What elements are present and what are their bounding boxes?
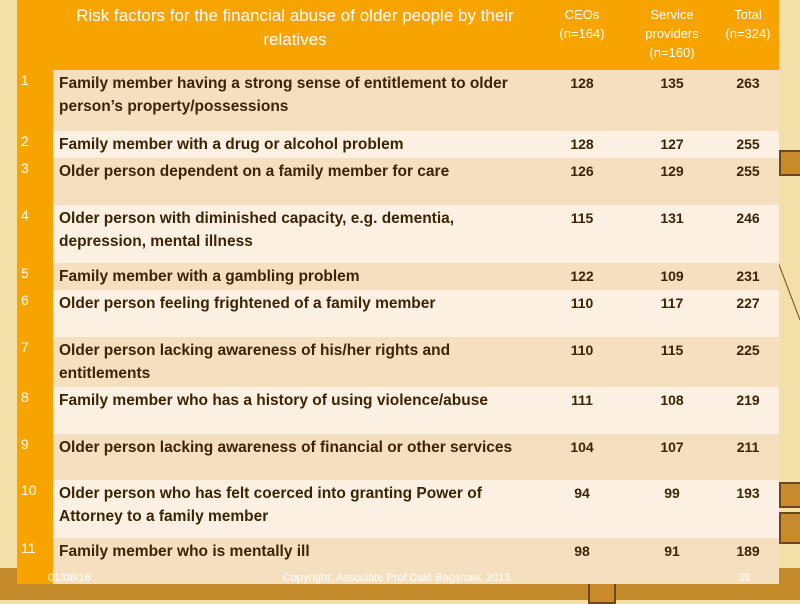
- row-number: 7: [17, 337, 53, 387]
- row-number: 9: [17, 434, 53, 480]
- table-row: 5 Family member with a gambling problem …: [17, 263, 779, 290]
- table-row: 8 Family member who has a history of usi…: [17, 387, 779, 434]
- service-providers-value: 107: [627, 434, 717, 480]
- total-value: 246: [717, 205, 779, 263]
- total-value: 189: [717, 538, 779, 584]
- header-service-providers-n: (n=160): [649, 45, 695, 60]
- total-value: 255: [717, 131, 779, 158]
- decorative-block: [779, 150, 800, 176]
- risk-factor-text: Older person with diminished capacity, e…: [53, 205, 537, 263]
- risk-factor-text: Older person dependent on a family membe…: [53, 158, 537, 205]
- service-providers-value: 127: [627, 131, 717, 158]
- total-value: 219: [717, 387, 779, 434]
- total-value: 225: [717, 337, 779, 387]
- footer-date: 01/08/18: [48, 572, 91, 584]
- risk-factor-text: Older person feeling frightened of a fam…: [53, 290, 537, 337]
- table-row: 11 Family member who is mentally ill 98 …: [17, 538, 779, 584]
- service-providers-value: 117: [627, 290, 717, 337]
- row-number: 3: [17, 158, 53, 205]
- service-providers-value: 109: [627, 263, 717, 290]
- ceos-value: 98: [537, 538, 627, 584]
- ceos-value: 122: [537, 263, 627, 290]
- risk-factor-text: Family member who is mentally ill: [53, 538, 537, 584]
- footer-copyright: Copyright: Associate Prof Dale Bagshaw, …: [283, 572, 514, 584]
- row-number: 6: [17, 290, 53, 337]
- service-providers-value: 131: [627, 205, 717, 263]
- risk-factor-text: Family member having a strong sense of e…: [53, 70, 537, 131]
- risk-factor-text: Family member with a gambling problem: [53, 263, 537, 290]
- table-row: 10 Older person who has felt coerced int…: [17, 480, 779, 538]
- risk-factors-table: Risk factors for the financial abuse of …: [17, 0, 779, 584]
- header-service-providers-title-1: Service: [650, 7, 694, 22]
- row-number: 4: [17, 205, 53, 263]
- ceos-value: 128: [537, 131, 627, 158]
- ceos-value: 126: [537, 158, 627, 205]
- header-service-providers: Service providers (n=160): [627, 0, 717, 70]
- header-ceos-title: CEOs: [564, 7, 600, 22]
- row-number: 11: [17, 538, 53, 584]
- header-risk-factors: Risk factors for the financial abuse of …: [53, 0, 537, 70]
- header-total: Total (n=324): [717, 0, 779, 70]
- table-row: 7 Older person lacking awareness of his/…: [17, 337, 779, 387]
- service-providers-value: 99: [627, 480, 717, 538]
- table-row: 3 Older person dependent on a family mem…: [17, 158, 779, 205]
- service-providers-value: 135: [627, 70, 717, 131]
- risk-factor-text: Family member with a drug or alcohol pro…: [53, 131, 537, 158]
- header-ceos: CEOs (n=164): [537, 0, 627, 70]
- table-row: 6 Older person feeling frightened of a f…: [17, 290, 779, 337]
- header-number-cell: [17, 0, 53, 70]
- header-total-title: Total: [734, 7, 762, 22]
- table-row: 4 Older person with diminished capacity,…: [17, 205, 779, 263]
- row-number: 2: [17, 131, 53, 158]
- total-value: 255: [717, 158, 779, 205]
- table-row: 2 Family member with a drug or alcohol p…: [17, 131, 779, 158]
- risk-factor-text: Older person lacking awareness of his/he…: [53, 337, 537, 387]
- total-value: 193: [717, 480, 779, 538]
- decorative-diagonal-line: [777, 261, 800, 321]
- total-value: 231: [717, 263, 779, 290]
- service-providers-value: 91: [627, 538, 717, 584]
- risk-factor-text: Older person who has felt coerced into g…: [53, 480, 537, 538]
- ceos-value: 104: [537, 434, 627, 480]
- header-total-n: (n=324): [725, 26, 771, 41]
- ceos-value: 115: [537, 205, 627, 263]
- ceos-value: 111: [537, 387, 627, 434]
- total-value: 263: [717, 70, 779, 131]
- decorative-block: [779, 482, 800, 508]
- ceos-value: 94: [537, 480, 627, 538]
- page-number: 39: [738, 572, 751, 584]
- ceos-value: 110: [537, 337, 627, 387]
- service-providers-value: 129: [627, 158, 717, 205]
- row-number: 10: [17, 480, 53, 538]
- row-number: 8: [17, 387, 53, 434]
- header-ceos-n: (n=164): [559, 26, 605, 41]
- row-number: 1: [17, 70, 53, 131]
- table-row: 9 Older person lacking awareness of fina…: [17, 434, 779, 480]
- table-row: 1 Family member having a strong sense of…: [17, 70, 779, 131]
- service-providers-value: 108: [627, 387, 717, 434]
- decorative-block: [779, 512, 800, 544]
- row-number: 5: [17, 263, 53, 290]
- risk-factor-text: Family member who has a history of using…: [53, 387, 537, 434]
- ceos-value: 110: [537, 290, 627, 337]
- header-service-providers-title-2: providers: [645, 26, 699, 41]
- service-providers-value: 115: [627, 337, 717, 387]
- total-value: 227: [717, 290, 779, 337]
- ceos-value: 128: [537, 70, 627, 131]
- table-header-row: Risk factors for the financial abuse of …: [17, 0, 779, 70]
- total-value: 211: [717, 434, 779, 480]
- risk-factor-text: Older person lacking awareness of financ…: [53, 434, 537, 480]
